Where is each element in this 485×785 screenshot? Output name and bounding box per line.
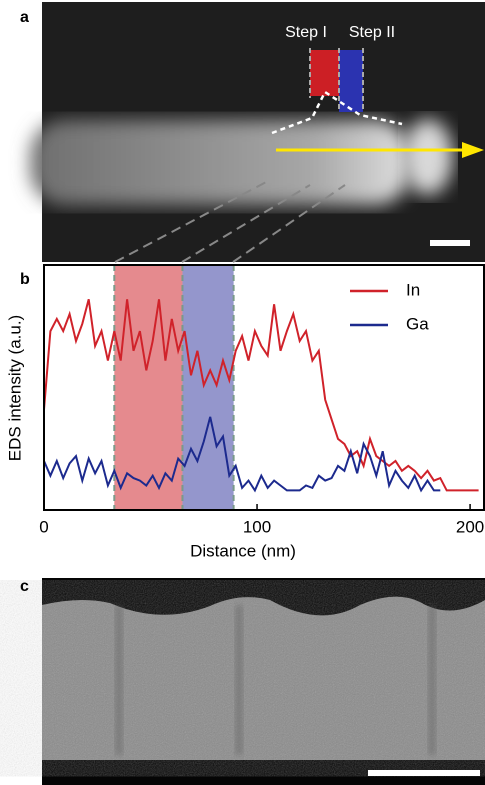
shaded-region	[114, 265, 183, 510]
panel-a: Step I Step II a	[20, 2, 485, 263]
data-line	[43, 299, 479, 492]
panel-label: b	[20, 271, 30, 288]
zoom-guide	[114, 179, 271, 263]
step-ii-block	[339, 50, 363, 112]
panel-label: a	[20, 9, 29, 26]
scale-bar	[430, 240, 470, 246]
scale-bar	[368, 770, 480, 776]
scan-arrowhead	[462, 142, 484, 158]
nanowire	[30, 120, 410, 205]
panel-b: b Distance (nm) EDS intensity (a.u.) 0 10…	[5, 264, 485, 560]
panel-label: c	[20, 578, 29, 595]
legend-label: In	[406, 280, 420, 299]
nanowire-texture	[42, 596, 485, 760]
panel-c: c	[20, 578, 485, 785]
shaded-region	[182, 265, 234, 510]
zoom-guide	[232, 184, 346, 263]
step-label: Step I	[285, 24, 327, 41]
step-i-block	[310, 50, 339, 96]
interface	[115, 605, 123, 755]
x-tick-label: 0	[39, 517, 48, 536]
x-tick-label: 100	[243, 517, 271, 536]
x-tick-label: 200	[456, 517, 484, 536]
x-axis-label: Distance (nm)	[190, 541, 296, 560]
nanowire-tip	[403, 119, 453, 195]
plot-frame	[43, 264, 485, 511]
y-axis-label: EDS intensity (a.u.)	[5, 315, 24, 461]
plot-background	[44, 265, 485, 510]
step-label: Step II	[349, 24, 395, 41]
profile-guide	[271, 90, 403, 135]
zoom-guide	[181, 184, 311, 263]
interface	[235, 605, 243, 755]
legend-label: Ga	[406, 314, 429, 333]
interface	[428, 605, 436, 755]
data-line	[43, 416, 441, 493]
